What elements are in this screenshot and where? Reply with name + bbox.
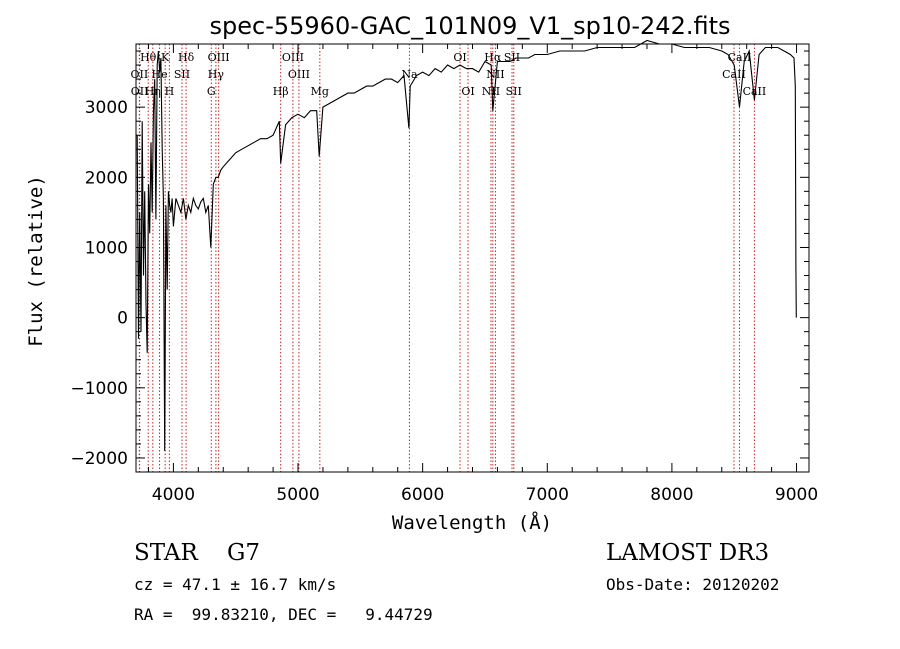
coordinates-label: RA = 99.83210, DEC = 9.44729 [134,605,433,624]
line-label: Hθ [140,51,157,64]
y-tick-label: −1000 [70,379,128,399]
line-label: Hδ [178,51,195,64]
y-tick-label: 0 [117,309,128,329]
survey-label: LAMOST DR3 [606,540,769,566]
line-label: Hη [145,85,161,98]
x-tick-label: 6000 [401,485,444,505]
y-axis-label: Flux (relative) [25,175,47,347]
line-label: NII [482,85,500,98]
y-tick-label: 2000 [85,168,128,188]
obs-date-label: Obs-Date: 20120202 [606,575,779,594]
x-axis-ticks: 4000 5000 6000 7000 8000 9000 [147,44,818,505]
line-label: He [152,68,168,81]
line-label: K [161,51,170,64]
chart-title: spec-55960-GAC_101N09_V1_sp10-242.fits [210,12,731,40]
line-label: CaII [722,68,746,81]
x-tick-label: 4000 [152,485,195,505]
y-axis-ticks: −2000 −1000 0 1000 2000 3000 [70,50,809,469]
line-label: OII [131,68,149,81]
line-label: SII [504,51,520,64]
line-label: OIII [288,68,310,81]
line-label: CaII [743,85,767,98]
line-label: Mg [311,85,329,98]
line-label: Hγ [208,68,225,81]
line-label: Na [401,68,418,81]
line-label: OI [461,85,474,98]
redshift-label: cz = 47.1 ± 16.7 km/s [134,575,336,594]
y-tick-label: 1000 [85,238,128,258]
line-label: SII [174,68,190,81]
line-label: NII [486,68,504,81]
emission-line-markers [138,44,755,472]
plot-frame [135,43,810,473]
line-label: SII [506,85,522,98]
line-label: CaII [728,51,752,64]
line-label: OIII [208,51,230,64]
line-label: OII [131,85,149,98]
y-tick-label: −2000 [70,449,128,469]
line-label: G [207,85,216,98]
line-label: Hα [484,51,502,64]
spectrum-series-line [136,39,797,452]
x-tick-label: 8000 [650,485,693,505]
line-label: OI [453,51,466,64]
y-tick-label: 3000 [85,98,128,118]
line-label: H [165,85,175,98]
x-tick-label: 7000 [526,485,569,505]
x-tick-label: 5000 [276,485,319,505]
x-axis-label: Wavelength (Å) [392,511,552,534]
line-label: OIII [282,51,304,64]
line-label: Hβ [273,85,289,98]
object-class-label: STAR G7 [134,540,260,566]
x-tick-label: 9000 [775,485,818,505]
